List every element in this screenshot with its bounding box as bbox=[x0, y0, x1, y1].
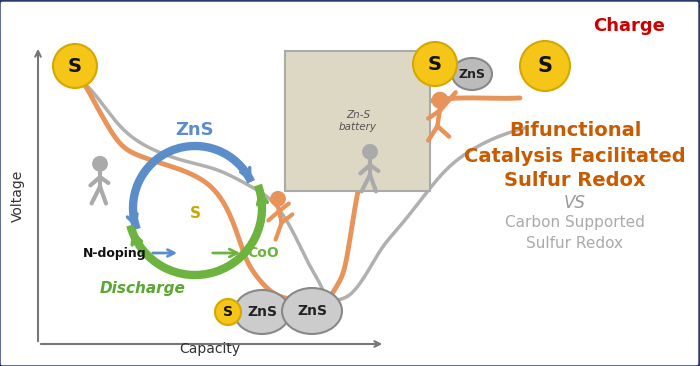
Bar bbox=[285, 51, 430, 191]
Text: Bifunctional: Bifunctional bbox=[509, 122, 641, 141]
Circle shape bbox=[363, 145, 377, 159]
Text: S: S bbox=[68, 56, 82, 75]
Text: S: S bbox=[538, 56, 552, 76]
Text: Zn-S
battery: Zn-S battery bbox=[339, 110, 377, 132]
Text: Sulfur Redox: Sulfur Redox bbox=[504, 172, 646, 190]
Ellipse shape bbox=[282, 288, 342, 334]
Circle shape bbox=[93, 157, 107, 171]
Text: Capacity: Capacity bbox=[179, 342, 241, 356]
Text: ZnS: ZnS bbox=[247, 305, 277, 319]
Circle shape bbox=[271, 191, 285, 206]
Circle shape bbox=[413, 42, 457, 86]
Text: Carbon Supported: Carbon Supported bbox=[505, 216, 645, 231]
Text: Catalysis Facilitated: Catalysis Facilitated bbox=[464, 146, 686, 165]
Text: CoO: CoO bbox=[247, 246, 279, 260]
Circle shape bbox=[53, 44, 97, 88]
Text: ZnS: ZnS bbox=[458, 67, 486, 81]
Text: S: S bbox=[428, 55, 442, 74]
Ellipse shape bbox=[234, 290, 290, 334]
Text: VS: VS bbox=[564, 194, 586, 212]
Text: Discharge: Discharge bbox=[100, 280, 186, 295]
Text: ZnS: ZnS bbox=[176, 121, 214, 139]
Circle shape bbox=[520, 41, 570, 91]
Text: S: S bbox=[223, 305, 233, 319]
Text: ZnS: ZnS bbox=[297, 304, 327, 318]
Text: Charge: Charge bbox=[593, 17, 665, 35]
Text: N-doping: N-doping bbox=[83, 246, 147, 259]
Text: Voltage: Voltage bbox=[11, 170, 25, 222]
Text: Sulfur Redox: Sulfur Redox bbox=[526, 235, 624, 250]
Circle shape bbox=[432, 92, 448, 108]
Ellipse shape bbox=[452, 58, 492, 90]
Text: S: S bbox=[190, 205, 200, 220]
Circle shape bbox=[215, 299, 241, 325]
